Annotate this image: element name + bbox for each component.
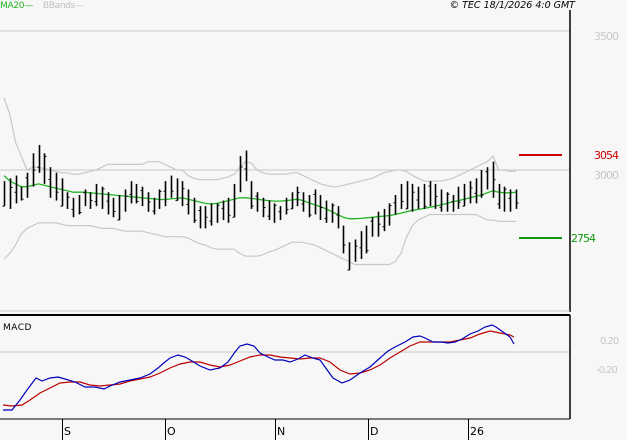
price-bars: [2, 144, 519, 271]
macd-y-label-neg: -0.20: [596, 365, 618, 376]
legend-bbands: BBands—: [42, 1, 84, 11]
y-label-3000: 3000: [594, 169, 619, 182]
chart-legend: MA20— BBands—: [0, 0, 84, 12]
macd-line: [3, 324, 515, 411]
resistance-label: 3054: [594, 149, 619, 162]
ma20-line: [3, 175, 517, 220]
ma20-polyline: [3, 175, 517, 220]
x-axis-ticks: [62, 419, 469, 440]
x-tick-label-o: O: [167, 425, 176, 438]
x-tick-label-d: D: [370, 425, 379, 438]
macd-title: MACD: [3, 323, 32, 333]
legend-ma20: MA20—: [0, 1, 33, 11]
macd-y-label-pos: 0.20: [600, 336, 619, 347]
x-tick-label-26: 26: [470, 425, 484, 438]
bb-lower-line: [3, 213, 516, 266]
price-gridlines: [0, 30, 570, 171]
y-label-3500: 3500: [594, 30, 619, 43]
bb-upper-line: [3, 97, 516, 188]
copyright-timestamp: © TEC 18/1/2026 4:0 GMT: [449, 0, 575, 11]
x-tick-label-s: S: [64, 425, 71, 438]
x-tick-label-n: N: [277, 425, 286, 438]
macd-lines: [2, 324, 515, 411]
bollinger-bands: [3, 97, 516, 266]
support-label: 2754: [571, 232, 596, 245]
